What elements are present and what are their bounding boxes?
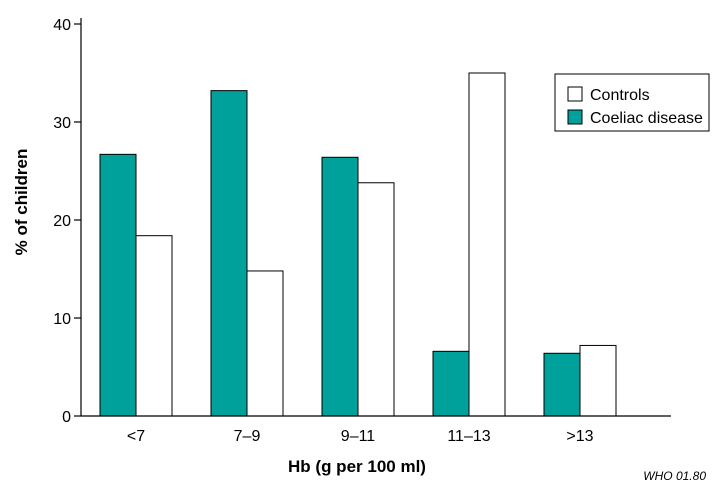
bar-controls xyxy=(468,72,506,417)
y-tick-label: 20 xyxy=(53,213,71,230)
bar-coeliac-disease xyxy=(210,90,248,417)
y-axis-title: % of children xyxy=(12,149,31,256)
x-tick-label: 9–11 xyxy=(341,428,376,445)
legend-swatch-controls xyxy=(567,86,583,102)
bars-group xyxy=(99,72,617,417)
bar-coeliac-disease xyxy=(432,350,470,417)
x-tick-label: <7 xyxy=(127,428,145,445)
bar-controls xyxy=(246,270,284,417)
y-tick-label: 10 xyxy=(53,311,71,328)
axes-group xyxy=(74,18,671,417)
bar-controls xyxy=(357,182,395,417)
bar-coeliac-disease xyxy=(543,352,581,417)
legend-label-coeliac-disease: Coeliac disease xyxy=(590,110,703,127)
y-tick-label: 40 xyxy=(53,17,71,34)
bar-controls xyxy=(579,344,617,417)
y-tick-label: 0 xyxy=(62,409,71,426)
x-axis-title: Hb (g per 100 ml) xyxy=(288,457,426,476)
bar-coeliac-disease xyxy=(321,156,359,417)
x-tick-label: >13 xyxy=(566,428,593,445)
source-credit: WHO 01.80 xyxy=(643,469,706,483)
y-tick-label: 30 xyxy=(53,115,71,132)
bar-controls xyxy=(135,235,173,417)
x-tick-label: 11–13 xyxy=(447,428,490,445)
legend-label-controls: Controls xyxy=(590,87,650,104)
bar-coeliac-disease xyxy=(99,153,137,417)
ticks-group: <7 7–9 9–11 11–13 >13 0 10 20 30 40 xyxy=(53,17,593,445)
legend-swatch-coeliac-disease xyxy=(567,109,583,125)
x-tick-label: 7–9 xyxy=(234,428,261,445)
legend: Controls Coeliac disease xyxy=(554,73,710,132)
